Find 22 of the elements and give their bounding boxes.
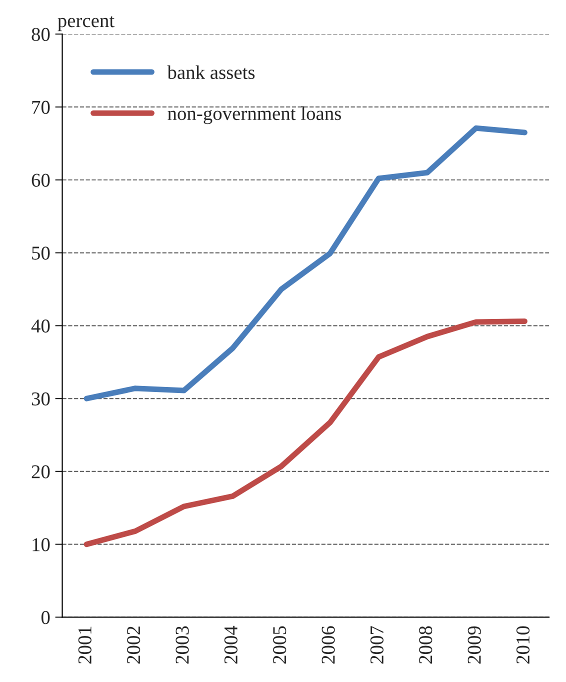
y-axis-title: percent bbox=[58, 16, 114, 32]
y-tick-label: 20 bbox=[32, 465, 50, 478]
x-tick-label: 2006 bbox=[322, 626, 335, 664]
y-tick-label: 60 bbox=[32, 174, 50, 187]
y-tick-label: 10 bbox=[32, 538, 50, 552]
y-tick-label: 40 bbox=[31, 319, 50, 333]
y-tick-label: 50 bbox=[32, 246, 50, 260]
x-tick-label: 2001 bbox=[78, 626, 92, 664]
x-tick-label: 2002 bbox=[127, 626, 140, 664]
y-tick-label: 0 bbox=[41, 611, 50, 624]
y-tick-label: 80 bbox=[32, 28, 50, 42]
x-tick-label: 2008 bbox=[419, 626, 432, 664]
x-tick-label: 2007 bbox=[370, 626, 384, 664]
x-tick-label: 2009 bbox=[468, 626, 481, 664]
x-tick-label: 2010 bbox=[516, 626, 530, 664]
y-tick-label: 70 bbox=[32, 100, 50, 114]
legend-label: bank assets bbox=[167, 65, 255, 80]
x-tick-label: 2005 bbox=[273, 626, 286, 664]
x-tick-label: 2004 bbox=[224, 626, 238, 664]
x-tick-label: 2003 bbox=[176, 626, 189, 664]
legend-label: non-government loans bbox=[168, 106, 341, 124]
y-tick-label: 30 bbox=[32, 392, 50, 406]
